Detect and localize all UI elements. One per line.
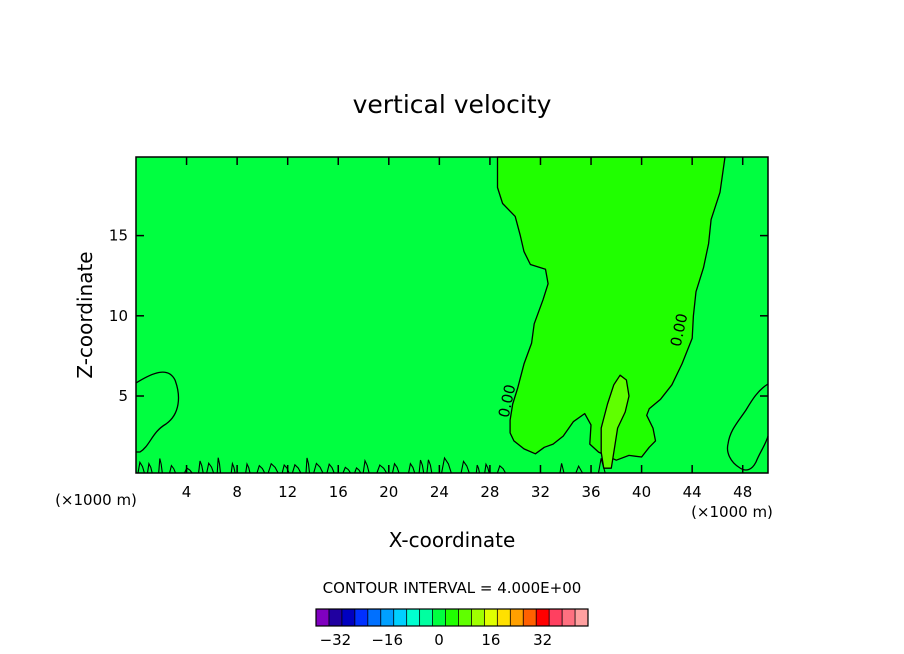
x-tick-label: 28 (480, 483, 499, 501)
colorbar-swatch (316, 609, 330, 626)
colorbar-tick-label: −16 (371, 631, 403, 649)
x-tick-label: 48 (733, 483, 752, 501)
colorbar-swatch (393, 609, 407, 626)
colorbar-swatch (445, 609, 459, 626)
x-unit-left: (×1000 m) (55, 491, 137, 509)
x-unit-right: (×1000 m) (691, 503, 773, 521)
x-axis-label: X-coordinate (389, 528, 516, 552)
colorbar-frame (315, 608, 589, 627)
contour-interval-text: CONTOUR INTERVAL = 4.000E+00 (323, 579, 582, 597)
colorbar-tick-label: 0 (434, 631, 444, 649)
plot-area (135, 156, 769, 474)
updraft-zone (496, 156, 726, 461)
colorbar-swatch (523, 609, 537, 626)
colorbar-swatch (549, 609, 563, 626)
colorbar-swatch (497, 609, 511, 626)
x-tick-label: 16 (329, 483, 348, 501)
colorbar-swatch (406, 609, 420, 626)
surface-contour-wiggles (137, 456, 606, 474)
plot-frame (135, 156, 769, 474)
right-boundary-contour (726, 383, 769, 471)
colorbar-swatch (471, 609, 485, 626)
y-axis-label: Z-coordinate (73, 251, 97, 378)
colorbar-swatch (432, 609, 446, 626)
y-tick-label: 5 (118, 387, 128, 405)
x-tick-label: 12 (278, 483, 297, 501)
strong-updraft-cell (600, 374, 630, 469)
colorbar-tick-label: 16 (481, 631, 500, 649)
colorbar-swatch (354, 609, 369, 626)
y-axis-ticks: 5 10 15 (109, 227, 768, 405)
y-tick-label: 10 (109, 307, 128, 325)
colorbar-swatch (510, 609, 524, 626)
colorbar (315, 608, 589, 627)
x-axis-ticks: 4 8 12 16 20 24 28 32 36 40 44 48 (182, 157, 752, 501)
contour-labels: 0.00 0.00 (495, 312, 692, 419)
right-cell-contour (726, 383, 769, 471)
x-tick-label: 40 (632, 483, 651, 501)
colorbar-swatch (458, 609, 472, 626)
left-cell-contour (135, 371, 180, 453)
colorbar-swatch (484, 609, 498, 626)
chart-title: vertical velocity (353, 90, 552, 119)
colorbar-tick-labels: −32 −16 0 16 32 (320, 631, 553, 649)
x-tick-label: 24 (430, 483, 449, 501)
colorbar-swatch (328, 609, 343, 626)
x-tick-label: 4 (182, 483, 192, 501)
x-tick-label: 8 (232, 483, 242, 501)
x-tick-label: 32 (531, 483, 550, 501)
colorbar-swatch (380, 609, 395, 626)
colorbar-swatch (536, 609, 550, 626)
contour-regions (496, 156, 726, 469)
x-tick-label: 44 (683, 483, 702, 501)
x-tick-label: 20 (379, 483, 398, 501)
y-tick-label: 15 (109, 227, 128, 245)
colorbar-tick-label: 32 (533, 631, 552, 649)
left-boundary-contour (135, 371, 180, 453)
colorbar-swatch (367, 609, 382, 626)
colorbar-swatch (562, 609, 576, 626)
colorbar-swatch (341, 609, 356, 626)
contour-wiggle (137, 456, 606, 474)
x-tick-label: 36 (581, 483, 600, 501)
colorbar-swatch (575, 609, 589, 626)
colorbar-swatch (419, 609, 433, 626)
colorbar-tick-label: −32 (320, 631, 352, 649)
